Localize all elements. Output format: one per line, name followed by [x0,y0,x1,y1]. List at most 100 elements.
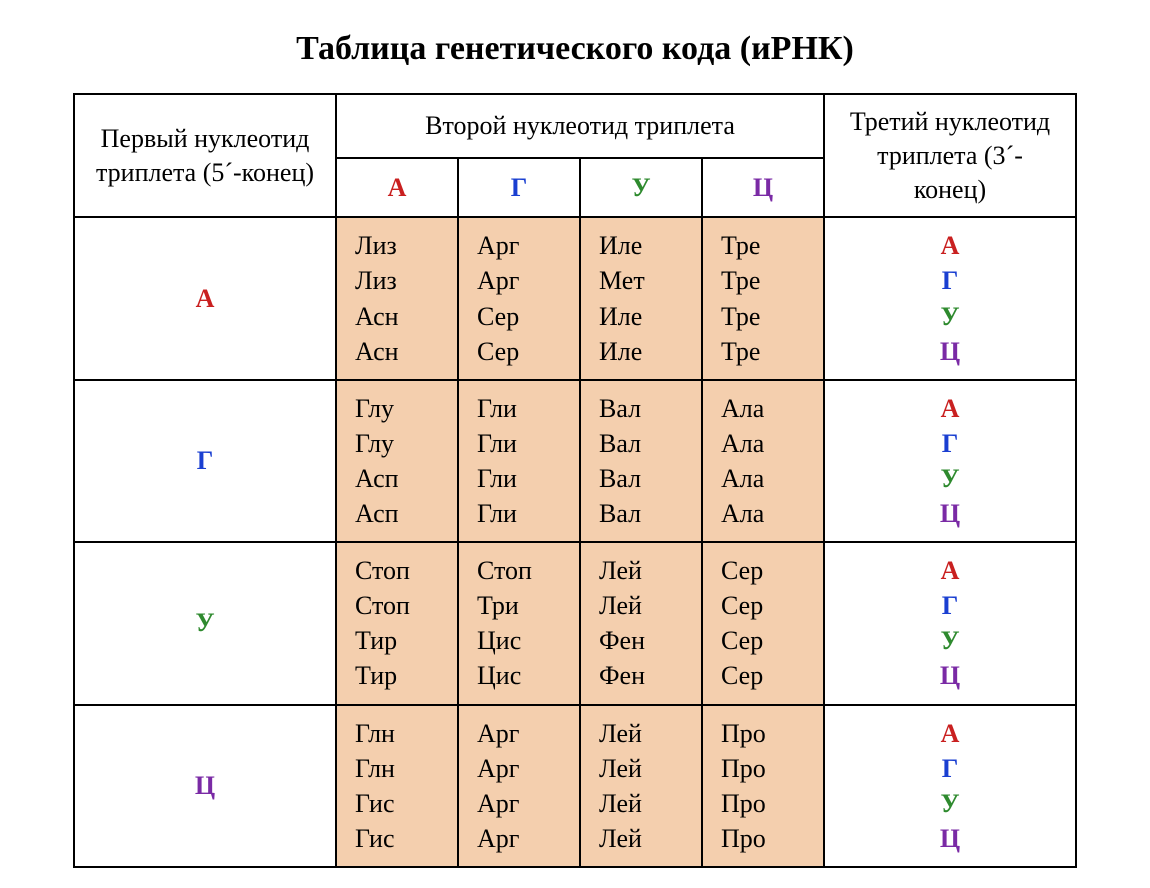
second-nuc-G: Г [458,158,580,217]
amino-acid-value: Арг [477,786,579,821]
third-nuc-letter: У [940,299,959,334]
page-title: Таблица генетического кода (иРНК) [40,30,1110,68]
amino-acid-value: Вал [599,391,701,426]
amino-acid-value: Про [721,716,823,751]
third-nuc-letter: У [940,623,959,658]
amino-acid-value: Гли [477,391,579,426]
amino-acid-value: Асн [355,299,457,334]
amino-acid-value: Гли [477,426,579,461]
third-nuc-letter: У [940,786,959,821]
amino-acid-value: Арг [477,716,579,751]
amino-acid-value: Цис [477,623,579,658]
amino-acid-value: Мет [599,263,701,298]
second-nuc-U: У [580,158,702,217]
amino-acid-value: Лей [599,716,701,751]
third-nuc-col-G: АГУЦ [824,380,1076,542]
amino-acid-value: Сер [477,334,579,369]
aa-cell-U-G: СтопТриЦисЦис [458,542,580,704]
amino-acid-value: Стоп [477,553,579,588]
amino-acid-value: Лиз [355,263,457,298]
amino-acid-value: Иле [599,334,701,369]
third-nuc-letter: А [941,716,960,751]
aa-cell-G-U: ВалВалВалВал [580,380,702,542]
amino-acid-value: Вал [599,426,701,461]
amino-acid-value: Глу [355,391,457,426]
header-third-nucleotide: Третий нуклеотид триплета (3´-конец) [824,94,1076,217]
third-nuc-letter: Ц [940,496,960,531]
amino-acid-value: Ала [721,391,823,426]
second-nuc-A: А [336,158,458,217]
amino-acid-value: Тре [721,334,823,369]
amino-acid-value: Тир [355,658,457,693]
amino-acid-value: Фен [599,658,701,693]
first-nuc-G: Г [74,380,336,542]
amino-acid-value: Три [477,588,579,623]
third-nuc-letter: Ц [940,658,960,693]
third-nuc-col-A: АГУЦ [824,217,1076,379]
amino-acid-value: Гис [355,786,457,821]
amino-acid-value: Сер [721,588,823,623]
third-nuc-letter: А [941,391,960,426]
amino-acid-value: Иле [599,299,701,334]
amino-acid-value: Вал [599,496,701,531]
amino-acid-value: Лиз [355,228,457,263]
amino-acid-value: Тре [721,299,823,334]
third-nuc-letter: Ц [940,334,960,369]
aa-cell-C-C: ПроПроПроПро [702,705,824,867]
third-nuc-letter: А [941,228,960,263]
amino-acid-value: Арг [477,821,579,856]
amino-acid-value: Стоп [355,553,457,588]
amino-acid-value: Глу [355,426,457,461]
amino-acid-value: Стоп [355,588,457,623]
amino-acid-value: Асн [355,334,457,369]
aa-cell-A-A: ЛизЛизАснАсн [336,217,458,379]
amino-acid-value: Вал [599,461,701,496]
amino-acid-value: Лей [599,751,701,786]
first-nuc-U: У [74,542,336,704]
third-nuc-letter: У [940,461,959,496]
first-nuc-C: Ц [74,705,336,867]
amino-acid-value: Про [721,821,823,856]
header-first-nucleotide: Первый нуклеотид триплета (5´-конец) [74,94,336,217]
third-nuc-letter: Ц [940,821,960,856]
amino-acid-value: Ала [721,426,823,461]
amino-acid-value: Сер [721,553,823,588]
amino-acid-value: Фен [599,623,701,658]
third-nuc-letter: А [941,553,960,588]
third-nuc-letter: Г [942,426,959,461]
aa-cell-U-A: СтопСтопТирТир [336,542,458,704]
second-nuc-C: Ц [702,158,824,217]
amino-acid-value: Про [721,751,823,786]
amino-acid-value: Про [721,786,823,821]
third-nuc-letter: Г [942,751,959,786]
amino-acid-value: Гис [355,821,457,856]
third-nuc-col-C: АГУЦ [824,705,1076,867]
amino-acid-value: Гли [477,496,579,531]
aa-cell-U-U: ЛейЛейФенФен [580,542,702,704]
amino-acid-value: Тре [721,228,823,263]
third-nuc-col-U: АГУЦ [824,542,1076,704]
amino-acid-value: Лей [599,553,701,588]
aa-cell-A-U: ИлеМетИлеИле [580,217,702,379]
amino-acid-value: Асп [355,496,457,531]
aa-cell-U-C: СерСерСерСер [702,542,824,704]
amino-acid-value: Сер [477,299,579,334]
amino-acid-value: Сер [721,623,823,658]
amino-acid-value: Асп [355,461,457,496]
amino-acid-value: Сер [721,658,823,693]
amino-acid-value: Лей [599,821,701,856]
amino-acid-value: Лей [599,588,701,623]
aa-cell-A-G: АргАргСерСер [458,217,580,379]
amino-acid-value: Ала [721,496,823,531]
amino-acid-value: Арг [477,751,579,786]
aa-cell-C-U: ЛейЛейЛейЛей [580,705,702,867]
amino-acid-value: Арг [477,263,579,298]
genetic-code-table: Первый нуклеотид триплета (5´-конец) Вто… [73,93,1077,868]
amino-acid-value: Тир [355,623,457,658]
amino-acid-value: Иле [599,228,701,263]
amino-acid-value: Ала [721,461,823,496]
amino-acid-value: Цис [477,658,579,693]
aa-cell-C-A: ГлнГлнГисГис [336,705,458,867]
amino-acid-value: Глн [355,751,457,786]
first-nuc-A: А [74,217,336,379]
